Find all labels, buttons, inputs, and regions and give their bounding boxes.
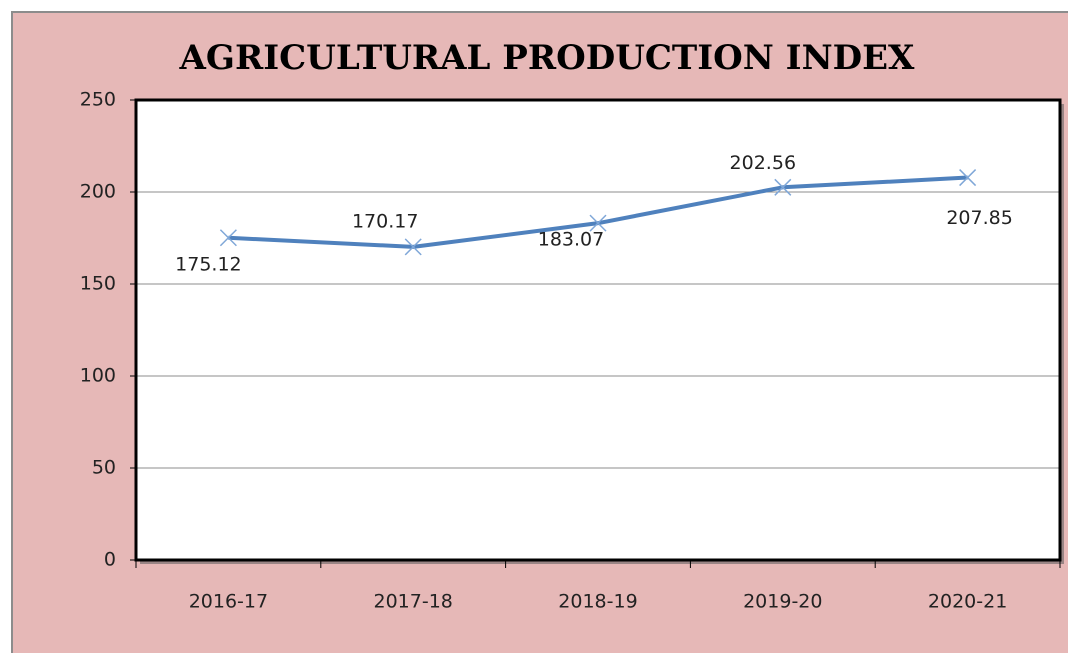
data-point [774, 178, 792, 196]
x-tick-label: 2018-19 [558, 591, 637, 613]
data-point [219, 229, 237, 247]
data-label: 175.12 [175, 253, 241, 275]
data-label: 207.85 [946, 207, 1012, 229]
x-tick-label: 2016-17 [189, 591, 268, 613]
marks [219, 169, 977, 256]
plot-frame [134, 98, 1062, 562]
plot-area [136, 100, 1060, 560]
data-label: 183.07 [538, 229, 604, 251]
data-point [404, 238, 422, 256]
x-tick-label: 2017-18 [374, 591, 453, 613]
chart-title: AGRICULTURAL PRODUCTION INDEX [179, 38, 916, 78]
x-tick-label: 2020-21 [928, 591, 1007, 613]
y-tick-label: 200 [80, 181, 116, 203]
y-tick-label: 250 [80, 89, 116, 111]
x-tick-label: 2019-20 [743, 591, 822, 613]
data-label: 202.56 [730, 152, 796, 174]
data-point [959, 169, 977, 187]
y-tick-label: 50 [92, 457, 116, 479]
y-tick-label: 100 [80, 365, 116, 387]
y-tick-label: 0 [104, 549, 116, 571]
data-point [589, 214, 607, 232]
y-tick-label: 150 [80, 273, 116, 295]
data-label: 170.17 [352, 210, 418, 232]
